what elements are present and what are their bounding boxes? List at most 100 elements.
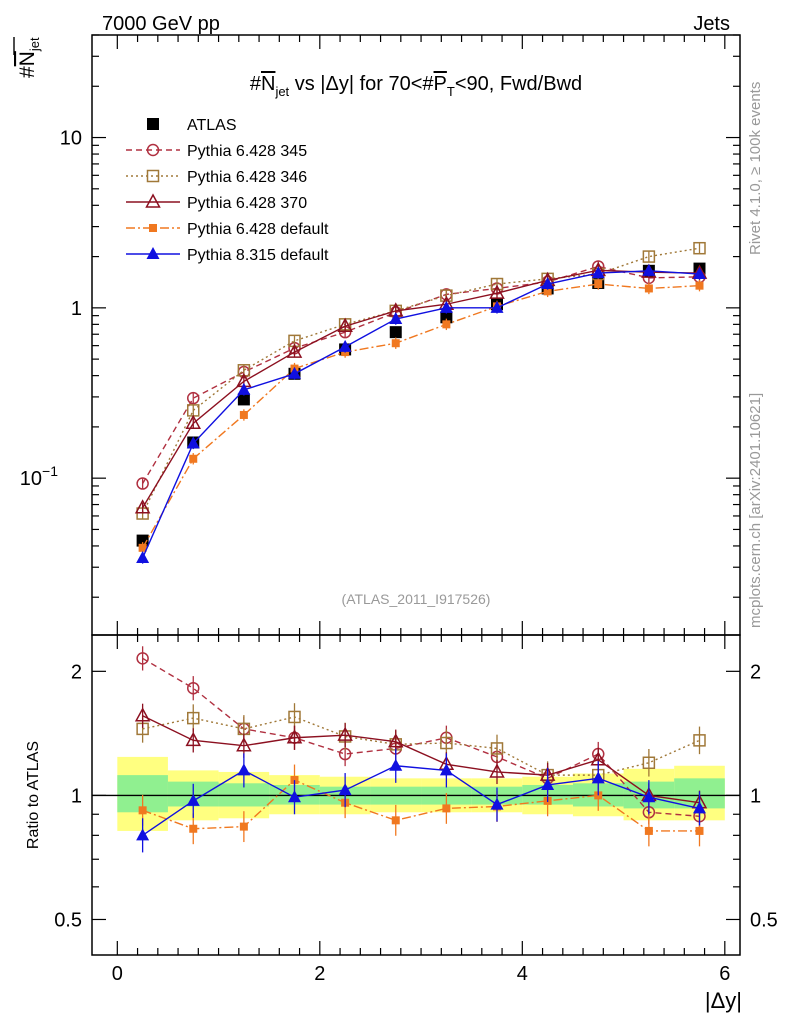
legend-entry-p8def: Pythia 8.315 default <box>126 247 329 264</box>
ratio-point-p370 <box>387 733 404 748</box>
main-series-p6def <box>138 278 704 554</box>
legend-marker-p346 <box>146 169 160 183</box>
main-series-atlas <box>136 262 706 547</box>
ratio-point-p370 <box>134 707 151 722</box>
title-hash: # <box>250 73 262 95</box>
ratio-point-p6def <box>290 775 299 784</box>
legend-entry-atlas: ATLAS <box>147 117 237 134</box>
title-tail: <90, Fwd/Bwd <box>455 73 582 95</box>
main-point-p6def <box>695 281 704 290</box>
main-point-p8def <box>439 300 453 313</box>
main-series-p346 <box>136 241 706 520</box>
main-ylabel-hash: # <box>16 66 39 78</box>
xtick-label: 0 <box>112 963 123 985</box>
main-ylabel-sub: jet <box>27 37 42 52</box>
main-point-p6def <box>138 543 147 552</box>
ratio-point-p8def <box>642 790 656 803</box>
main-point-p370 <box>489 284 505 299</box>
main-line-p8def <box>141 270 700 559</box>
ratio-point-p346 <box>237 722 251 736</box>
x-axis-label: |Δy| <box>705 988 742 1013</box>
main-point-p346 <box>187 404 200 417</box>
main-point-p6def <box>391 339 400 348</box>
main-title: #Njet vs |Δy| for 70<#PT<90, Fwd/Bwd <box>250 73 582 99</box>
ratio-point-p8def <box>288 790 301 803</box>
main-ytick-label: 10−1 <box>20 463 58 490</box>
main-point-p6def <box>442 320 451 329</box>
main-point-atlas <box>389 326 402 339</box>
ratio-point-p346 <box>440 736 453 750</box>
title-n: N <box>261 73 275 95</box>
legend-marker-p345 <box>146 143 160 157</box>
rivet-watermark: Rivet 4.1.0, ≥ 100k events <box>747 82 764 255</box>
ratio-ytick-label: 2 <box>71 661 82 683</box>
legend-label-p8def: Pythia 8.315 default <box>187 247 329 264</box>
ratio-point-p370 <box>337 726 353 741</box>
ratio-ytick-label: 1 <box>71 785 82 807</box>
main-point-p6def <box>644 284 653 293</box>
main-point-p370 <box>134 499 151 514</box>
main-point-p8def <box>338 339 352 352</box>
header-process: 7000 GeV pp <box>102 13 220 35</box>
svg-text:#Njet: #Njet <box>16 37 42 78</box>
main-point-p6def <box>189 454 198 463</box>
main-point-p345 <box>187 391 200 405</box>
main-series-p370 <box>134 261 708 514</box>
ratio-ytick-label-right: 0.5 <box>750 909 778 931</box>
main-point-p8def <box>288 366 301 379</box>
legend-label-p345: Pythia 6.428 345 <box>187 143 307 160</box>
ratio-point-p370 <box>489 763 505 778</box>
main-line-p370 <box>142 269 700 509</box>
legend-label-p346: Pythia 6.428 346 <box>187 169 307 186</box>
legend-entry-p345: Pythia 6.428 345 <box>126 143 307 160</box>
main-point-p8def <box>136 550 150 563</box>
main-point-p8def <box>237 382 251 395</box>
ratio-point-p8def <box>591 771 605 784</box>
ratio-point-p8def <box>136 828 150 841</box>
ratio-series-p8def <box>136 748 706 853</box>
main-ylabel-n: N <box>16 51 39 66</box>
ratio-point-p8def <box>389 758 403 771</box>
main-point-p8def <box>591 266 605 279</box>
ratio-ytick-label-right: 1 <box>750 785 761 807</box>
ratio-point-p6def <box>644 826 653 835</box>
main-point-atlas <box>237 393 250 406</box>
ratio-point-p370 <box>286 729 303 744</box>
main-point-p6def <box>543 287 552 296</box>
ratio-point-p346 <box>187 711 200 725</box>
ratio-point-p345 <box>136 652 149 665</box>
ratio-point-p8def <box>541 777 555 790</box>
main-point-p8def <box>541 277 555 290</box>
ratio-axis-ticks: 0.5 0.5 1 1 2 2 0 2 4 6 <box>54 635 778 985</box>
title-p-sub: T <box>447 84 455 99</box>
main-point-p6def <box>594 280 603 289</box>
main-point-p346 <box>490 277 504 291</box>
ratio-point-p346 <box>693 734 706 747</box>
main-point-p346 <box>693 241 706 255</box>
legend-marker-atlas <box>147 118 159 130</box>
main-point-p8def <box>642 263 656 276</box>
ratio-point-p6def <box>442 804 451 813</box>
main-axis-ticks: 10−1 1 10 <box>20 34 740 635</box>
ratio-line-p370 <box>142 715 700 804</box>
main-point-p8def <box>490 300 504 313</box>
mcplots-watermark: mcplots.cern.ch [arXiv:2401.10621] <box>747 393 764 628</box>
main-point-p6def <box>239 410 248 419</box>
main-point-p345 <box>136 477 149 490</box>
xtick-label: 6 <box>719 963 730 985</box>
legend-marker-p370 <box>145 193 161 208</box>
analysis-id: (ATLAS_2011_I917526) <box>342 591 491 607</box>
ratio-point-p8def <box>338 783 352 796</box>
main-line-p345 <box>142 265 700 484</box>
legend-entry-p6def: Pythia 6.428 default <box>126 221 329 238</box>
legend-marker-p6def <box>149 224 157 232</box>
ratio-point-p346 <box>490 742 504 755</box>
ratio-point-p370 <box>236 737 252 752</box>
main-ytick-label: 10 <box>60 128 82 150</box>
ratio-point-p6def <box>239 822 248 831</box>
ratio-point-p346 <box>288 710 301 724</box>
ratio-point-p345 <box>187 681 200 695</box>
ratio-point-p346 <box>642 756 656 770</box>
main-point-atlas <box>440 311 453 324</box>
